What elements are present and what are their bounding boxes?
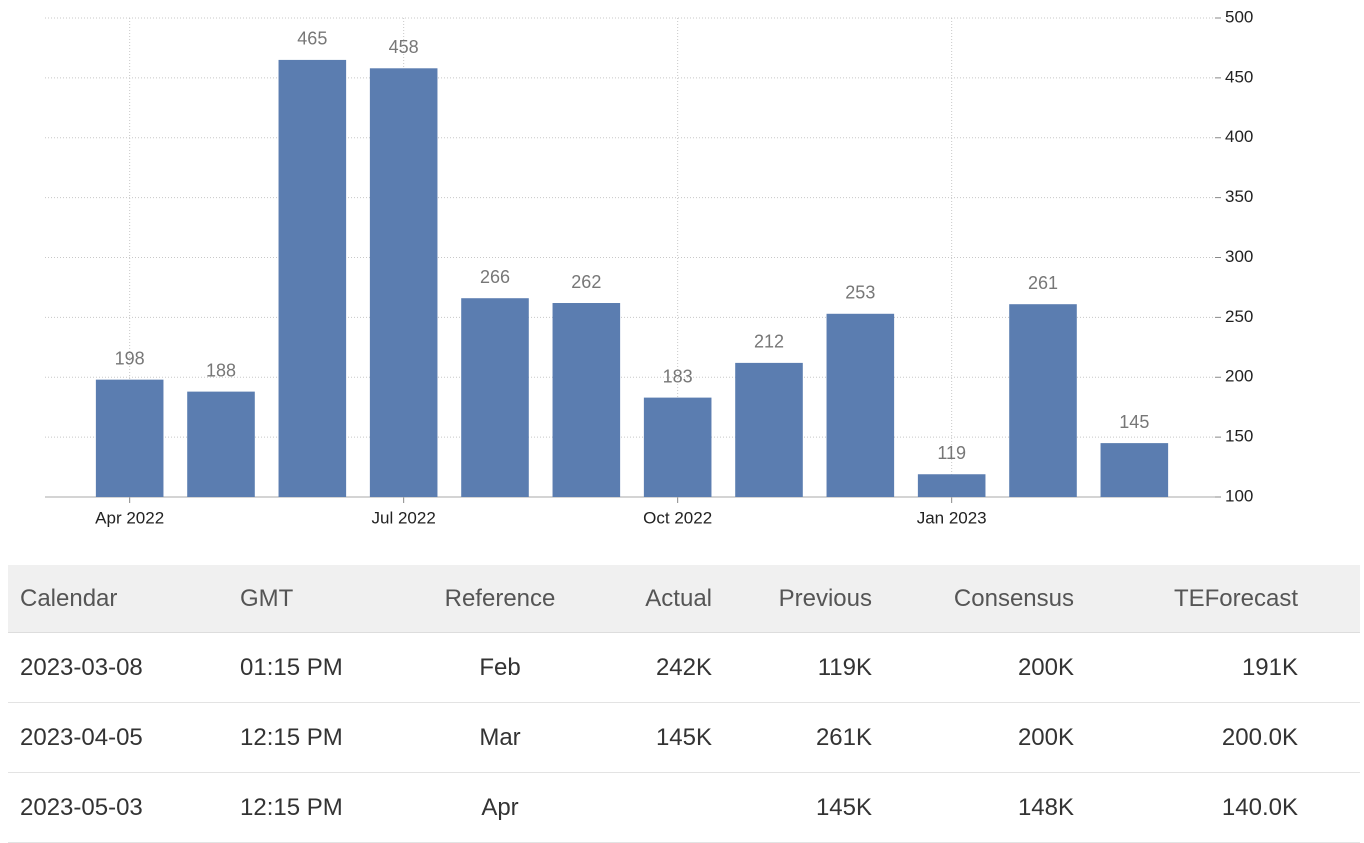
- table-row: 2023-05-03 12:15 PM Apr 145K 148K 140.0K: [8, 773, 1360, 843]
- y-tick-label: 250: [1225, 307, 1253, 326]
- table-cell: Actual: [645, 585, 712, 612]
- x-tick-label: Jan 2023: [917, 508, 987, 527]
- bar: [1009, 304, 1077, 497]
- table-cell: 2023-05-03: [20, 794, 143, 821]
- y-tick-label: 300: [1225, 247, 1253, 266]
- value-label: 266: [480, 267, 510, 287]
- table-cell: 242K: [655, 654, 712, 681]
- value-label: 198: [115, 348, 145, 368]
- table-cell: 12:15 PM: [240, 794, 343, 821]
- y-tick-label: 200: [1225, 367, 1253, 386]
- bar: [95, 379, 164, 497]
- y-tick-label: 100: [1225, 486, 1253, 505]
- table-cell: Reference: [444, 585, 556, 612]
- value-label: 145: [1119, 412, 1149, 432]
- value-label: 183: [663, 366, 693, 386]
- value-label: 188: [206, 360, 236, 380]
- y-tick-label: 150: [1225, 427, 1253, 446]
- bar: [735, 362, 803, 497]
- value-label: 465: [297, 29, 327, 49]
- table-cell: 2023-03-08: [20, 654, 143, 681]
- bar: [1100, 443, 1169, 497]
- table-cell: Mar: [479, 724, 521, 751]
- table-cell: GMT: [240, 585, 294, 612]
- table-cell: Apr: [481, 794, 519, 821]
- table-cell: 2023-04-05: [20, 724, 143, 751]
- bar: [552, 303, 621, 497]
- bar: [461, 298, 529, 497]
- bar: [826, 313, 895, 497]
- value-label: 458: [389, 37, 419, 57]
- table-cell: 119K: [817, 654, 872, 681]
- y-tick-label: 350: [1225, 187, 1253, 206]
- table-cell: 191K: [1241, 654, 1298, 681]
- chart: 100 150 200 250 300 350 400 450 500 Apr 2022 Jul 2…: [45, 7, 1253, 527]
- x-tick-label: Oct 2022: [643, 508, 712, 527]
- x-tick-label: Jul 2022: [372, 508, 436, 527]
- value-label: 262: [571, 272, 601, 292]
- table-cell: Previous: [778, 585, 872, 612]
- x-tick-label: Apr 2022: [95, 508, 164, 527]
- value-label: 253: [845, 283, 875, 303]
- y-tick-label: 400: [1225, 127, 1253, 146]
- y-tick-label: 450: [1225, 67, 1253, 86]
- table-cell: 261K: [815, 724, 872, 751]
- bar: [187, 391, 255, 497]
- table-cell: 200K: [1017, 724, 1074, 751]
- table-header: Calendar GMT Reference Actual Previous Consen…: [8, 565, 1360, 633]
- bar: [278, 59, 347, 497]
- bar: [643, 397, 712, 497]
- table-cell: 145K: [655, 724, 712, 751]
- value-label: 261: [1028, 273, 1058, 293]
- y-tick-label: 500: [1225, 7, 1253, 26]
- table-cell: TEForecast: [1173, 585, 1298, 612]
- table-cell: 01:15 PM: [240, 654, 343, 681]
- table-cell: 200.0K: [1221, 724, 1298, 751]
- table-cell: Calendar: [20, 585, 118, 612]
- table-cell: 148K: [1017, 794, 1074, 821]
- table-cell: Consensus: [953, 585, 1074, 612]
- table-cell: 200K: [1017, 654, 1074, 681]
- table-cell: 145K: [815, 794, 872, 821]
- table-cell: Feb: [479, 654, 521, 681]
- table-cell: 140.0K: [1221, 794, 1298, 821]
- table-row: 2023-03-08 01:15 PM Feb 242K 119K 200K 191K: [8, 633, 1360, 703]
- bar: [369, 68, 438, 498]
- table-cell: 12:15 PM: [240, 724, 343, 751]
- table-row: 2023-04-05 12:15 PM Mar 145K 261K 200K 200.0K: [8, 703, 1360, 773]
- value-label: 119: [937, 443, 966, 463]
- value-label: 212: [754, 332, 784, 352]
- bar: [917, 474, 986, 497]
